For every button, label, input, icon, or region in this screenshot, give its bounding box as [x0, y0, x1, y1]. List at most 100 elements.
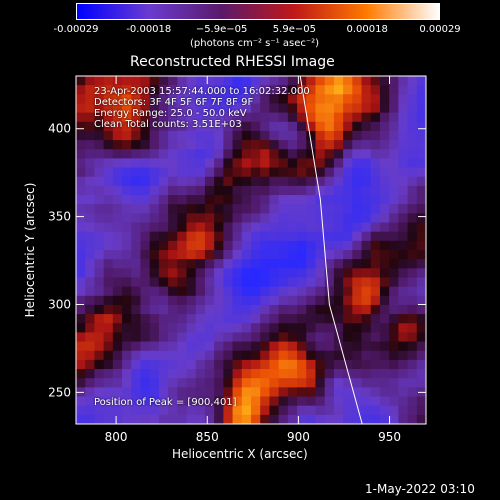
heatmap-cell [269, 405, 280, 416]
heatmap-cell [407, 158, 418, 169]
heatmap-cell [324, 121, 335, 132]
heatmap-cell [195, 240, 206, 251]
heatmap-cell [287, 103, 298, 114]
y-axis-label: Heliocentric Y (arcsec) [23, 182, 37, 318]
heatmap-cell [370, 185, 381, 196]
heatmap-cell [168, 130, 178, 141]
heatmap-cell [251, 204, 261, 214]
heatmap-cell [260, 323, 271, 334]
heatmap-cell [297, 414, 307, 424]
heatmap-cell [324, 378, 335, 388]
heatmap-cell [278, 121, 289, 132]
heatmap-cell [407, 103, 418, 114]
heatmap-cell [149, 304, 160, 315]
heatmap-cell [131, 121, 142, 132]
heatmap-cell [251, 195, 261, 205]
heatmap-cell [287, 332, 298, 343]
heatmap-cell [204, 195, 215, 205]
heatmap-cell [112, 387, 123, 398]
heatmap-cell [177, 130, 188, 141]
heatmap-cell [186, 231, 197, 242]
heatmap-cell [232, 323, 243, 334]
heatmap-cell [333, 369, 344, 379]
heatmap-cell [241, 359, 252, 370]
heatmap-cell [407, 314, 418, 324]
heatmap-cell [398, 149, 409, 160]
heatmap-cell [168, 295, 178, 306]
heatmap-cell [204, 167, 215, 178]
heatmap-cell [112, 167, 123, 178]
heatmap-cell [112, 304, 123, 315]
heatmap-cell [195, 286, 206, 297]
heatmap-cell [103, 103, 114, 114]
heatmap-cell [278, 103, 289, 114]
heatmap-cell [85, 378, 96, 388]
heatmap-cell [214, 231, 224, 242]
heatmap-cell [343, 103, 353, 114]
heatmap-cell [168, 405, 178, 416]
heatmap-cell [204, 231, 215, 242]
heatmap-cell [168, 94, 178, 105]
heatmap-cell [168, 369, 178, 379]
heatmap-cell [140, 121, 151, 132]
heatmap-cell [407, 140, 418, 150]
heatmap-cell [306, 103, 317, 114]
heatmap-cell [297, 240, 307, 251]
heatmap-cell [297, 140, 307, 150]
heatmap-cell [278, 277, 289, 288]
heatmap-cell [168, 158, 178, 169]
heatmap-cell [287, 158, 298, 169]
heatmap-cell [361, 149, 372, 160]
heatmap-cell [379, 130, 390, 141]
heatmap-cell [214, 103, 224, 114]
heatmap-cell [407, 350, 418, 361]
heatmap-cell [149, 387, 160, 398]
heatmap-cell [149, 94, 160, 105]
heatmap-cell [168, 140, 178, 150]
heatmap-cell [389, 295, 399, 306]
heatmap-cell [343, 405, 353, 416]
heatmap-cell [379, 332, 390, 343]
heatmap-cell [131, 167, 142, 178]
heatmap-cell [251, 158, 261, 169]
heatmap-cell [260, 378, 271, 388]
heatmap-cell [214, 350, 224, 361]
heatmap-cell [94, 176, 105, 187]
heatmap-cell [168, 314, 178, 324]
heatmap-cell [297, 314, 307, 324]
heatmap-cell [352, 286, 363, 297]
heatmap-cell [94, 94, 105, 105]
heatmap-cell [85, 185, 96, 196]
heatmap-cell [149, 396, 160, 407]
heatmap-cell [352, 94, 363, 105]
heatmap-cell [398, 222, 409, 233]
heatmap-cell [315, 378, 326, 388]
chart-title: Reconstructed RHESSI Image [130, 54, 335, 70]
heatmap-cell [315, 396, 326, 407]
heatmap-cell [306, 268, 317, 279]
heatmap-cell [251, 359, 261, 370]
heatmap-cell [241, 414, 252, 424]
heatmap-cell [389, 332, 399, 343]
heatmap-cell [306, 176, 317, 187]
heatmap-cell [287, 240, 298, 251]
heatmap-cell [94, 240, 105, 251]
heatmap-cell [149, 185, 160, 196]
heatmap-cell [398, 76, 409, 86]
heatmap-cell [333, 85, 344, 95]
heatmap-cell [269, 414, 280, 424]
heatmap-cell [398, 332, 409, 343]
heatmap-cell [103, 314, 114, 324]
heatmap-cell [407, 167, 418, 178]
heatmap-cell [389, 359, 399, 370]
heatmap-cell [352, 304, 363, 315]
heatmap-cell [306, 121, 317, 132]
heatmap-cell [76, 213, 86, 224]
heatmap-cell [241, 323, 252, 334]
heatmap-cell [370, 396, 381, 407]
heatmap-cell [204, 414, 215, 424]
heatmap-cell [103, 396, 114, 407]
heatmap-cell [214, 295, 224, 306]
heatmap-cell [407, 341, 418, 352]
heatmap-cell [195, 369, 206, 379]
